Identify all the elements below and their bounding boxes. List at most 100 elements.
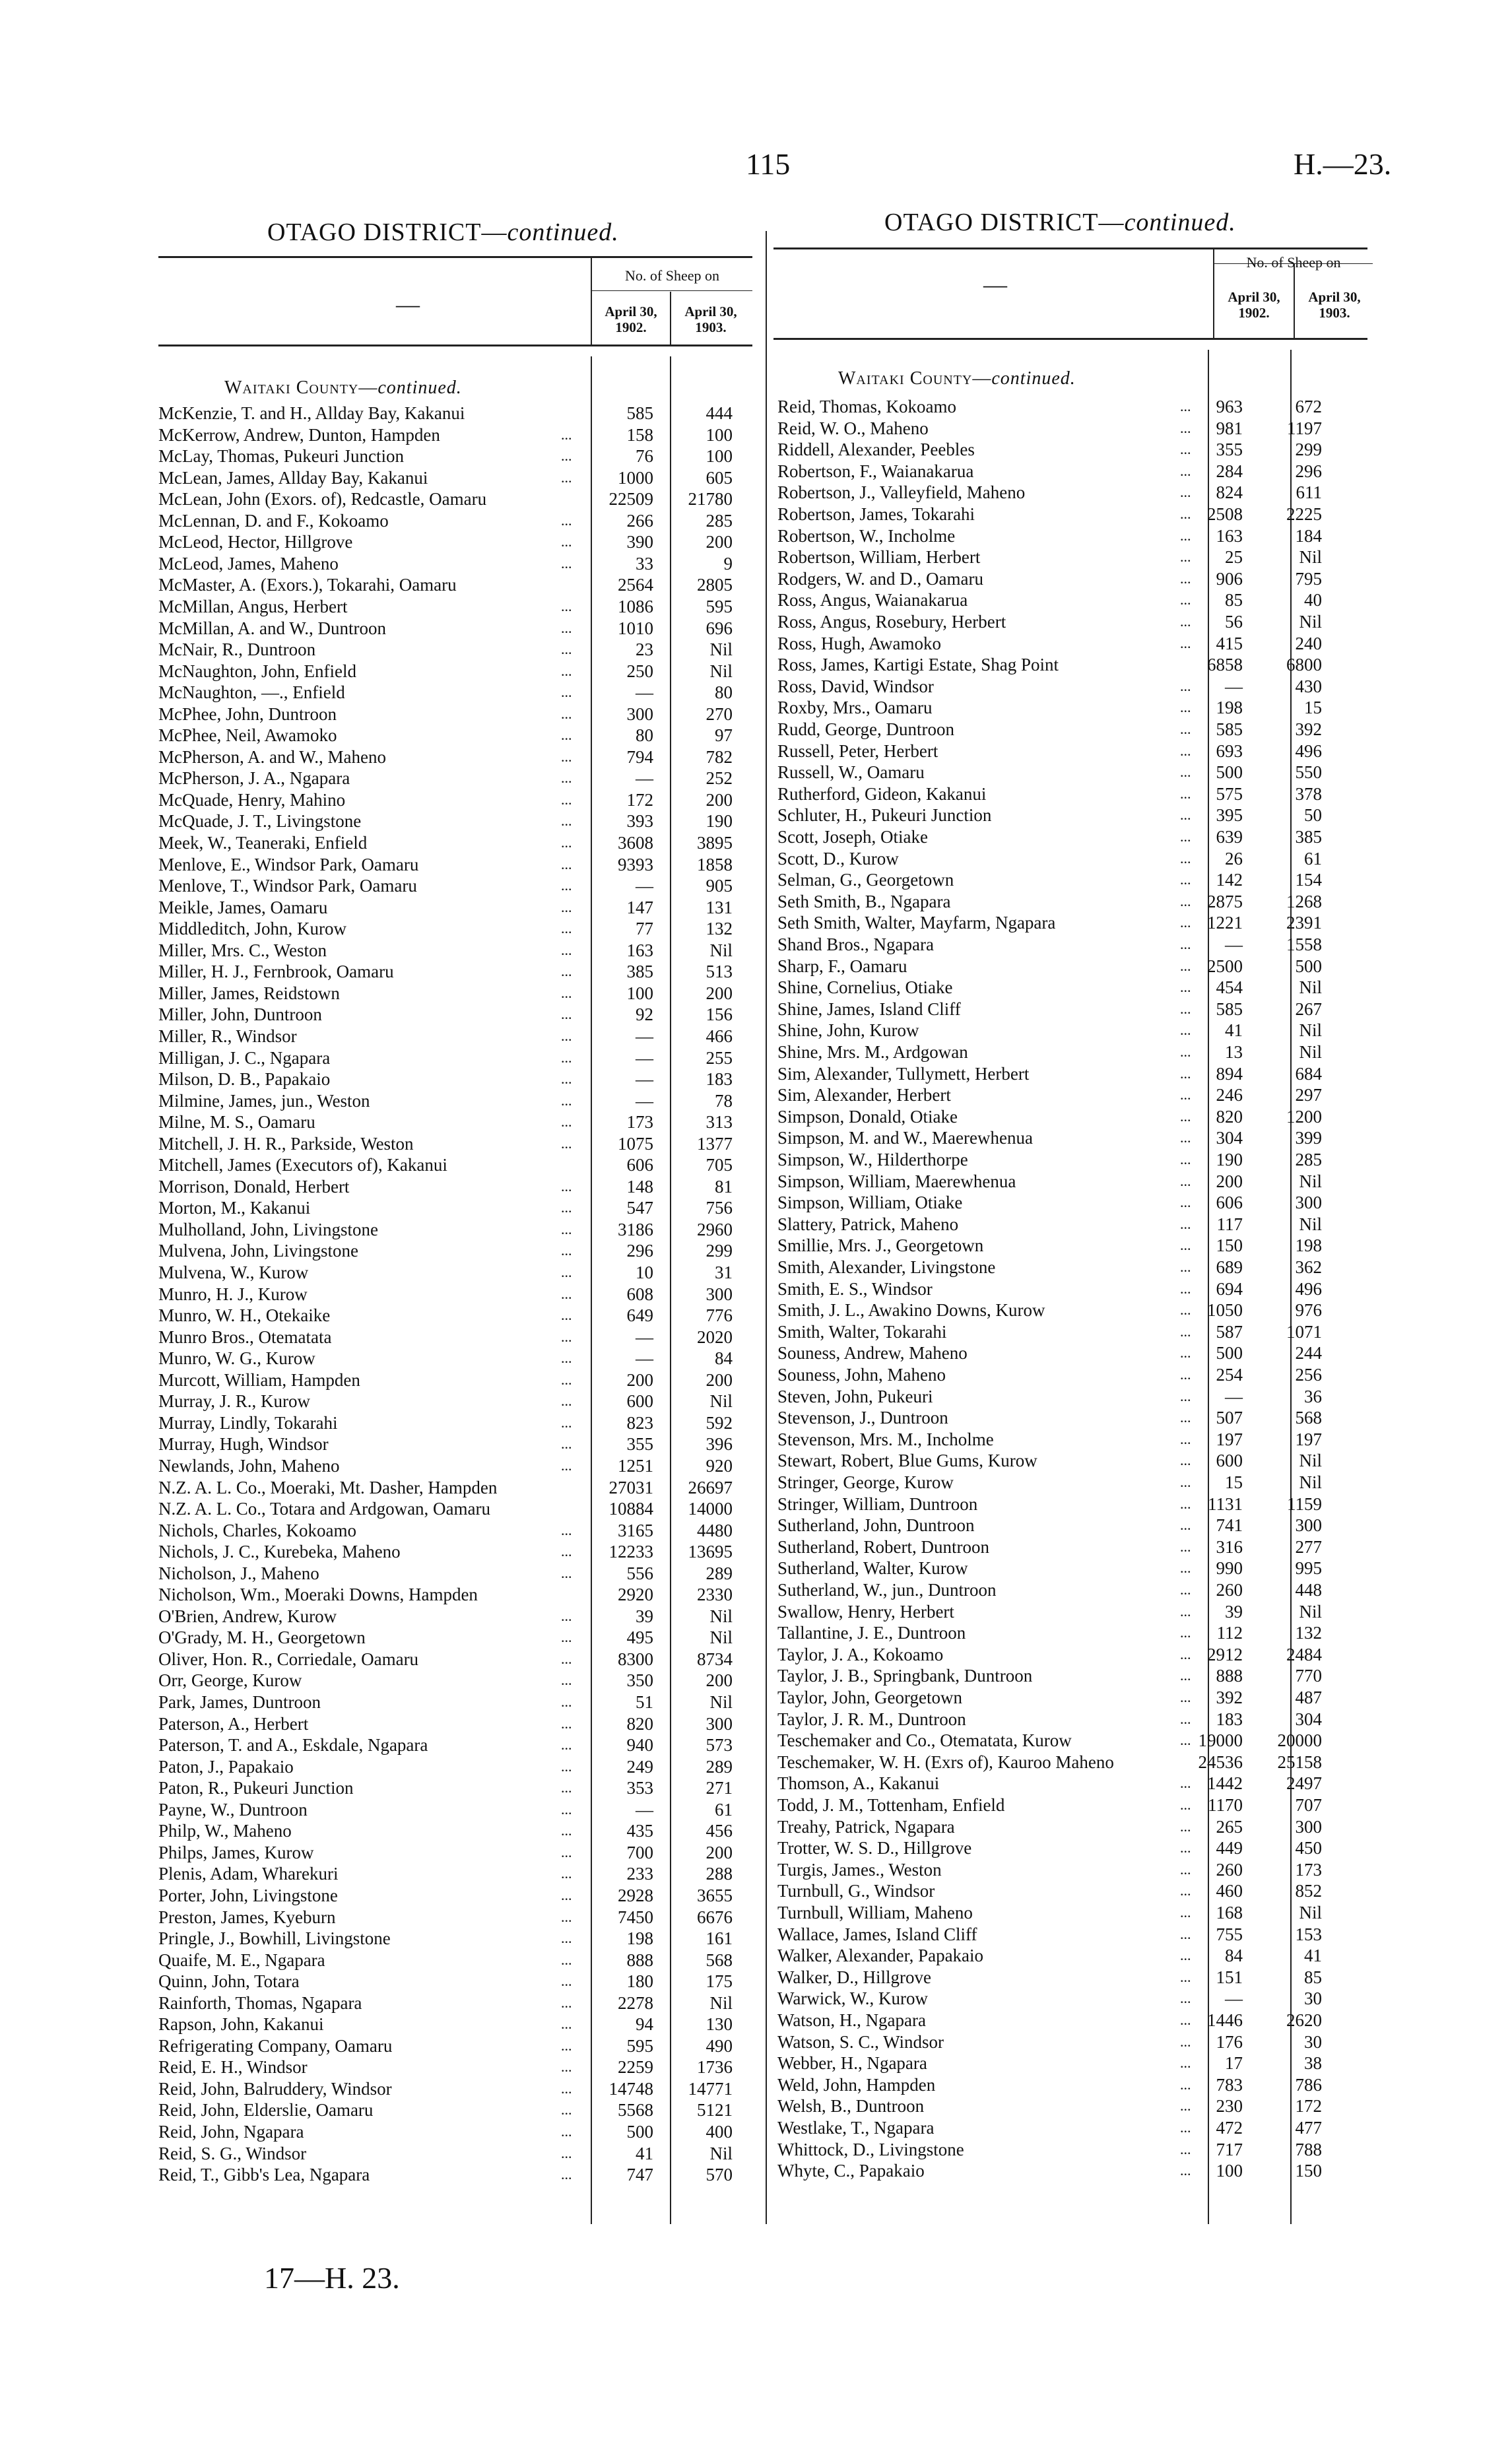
sheep-1902: 820 xyxy=(626,1713,654,1734)
owner-name: Porter, John, Livingstone xyxy=(158,1885,338,1905)
owner-name: Scott, D., Kurow xyxy=(777,848,899,869)
table-row: Murcott, William, Hampden... 200 200 xyxy=(158,1369,752,1391)
sheep-1902: 254 xyxy=(1216,1365,1243,1385)
sheep-1903: 154 xyxy=(1295,870,1323,890)
table-row: Smillie, Mrs. J., Georgetown... 150 198 xyxy=(777,1235,1371,1256)
owner-name: Thomson, A., Kakanui xyxy=(777,1773,940,1794)
header-col-1903: April 30, 1903. xyxy=(684,304,737,335)
sheep-1902: 395 xyxy=(1216,805,1243,826)
sheep-1903: 595 xyxy=(706,596,733,616)
table-row: McNaughton, John, Enfield... 250 Nil xyxy=(158,661,752,682)
owner-name: Taylor, J. B., Springbank, Duntroon xyxy=(777,1666,1033,1686)
sheep-1903: 277 xyxy=(1295,1536,1323,1557)
leader-dots: ... xyxy=(1180,1086,1191,1103)
leader-dots: ... xyxy=(1180,1818,1191,1835)
sheep-1903: 3655 xyxy=(697,1885,733,1905)
header-col-1902: April 30, 1902. xyxy=(1228,289,1280,321)
sheep-1903: 378 xyxy=(1295,783,1323,804)
leader-dots: ... xyxy=(1180,957,1191,974)
table-row: Milson, D. B., Papakaio... — 183 xyxy=(158,1068,752,1090)
owner-name: Nicholson, J., Maheno xyxy=(158,1563,319,1583)
owner-name: Roxby, Mrs., Oamaru xyxy=(777,698,933,718)
sheep-1902: 27031 xyxy=(608,1477,654,1497)
table-row: Park, James, Duntroon... 51 Nil xyxy=(158,1691,752,1713)
table-row: Philp, W., Maheno... 435 456 xyxy=(158,1820,752,1841)
column-rule xyxy=(1290,350,1292,2224)
table-row: McMillan, Angus, Herbert... 1086 595 xyxy=(158,596,752,617)
owner-name: N.Z. A. L. Co., Moeraki, Mt. Dasher, Ham… xyxy=(158,1477,498,1497)
sheep-1903: 300 xyxy=(706,1284,733,1304)
table-row: Turnbull, G., Windsor... 460 852 xyxy=(777,1880,1371,1901)
sheep-1902: — xyxy=(636,1069,653,1090)
sheep-1903: 6676 xyxy=(697,1907,733,1927)
leader-dots: ... xyxy=(1180,1517,1191,1534)
table-row: Mitchell, James (Executors of), Kakanui 6… xyxy=(158,1154,752,1175)
sheep-1902: 1086 xyxy=(618,596,653,616)
sheep-1903: 513 xyxy=(706,962,733,982)
owner-name: Taylor, J. R. M., Duntroon xyxy=(777,1709,966,1729)
sheep-1902: 888 xyxy=(1216,1666,1243,1686)
sheep-1903: Nil xyxy=(709,1992,733,2013)
owner-name: McLeod, James, Maheno xyxy=(158,553,339,574)
sheep-1903: 153 xyxy=(1295,1924,1323,1944)
sheep-1903: 150 xyxy=(1295,2161,1323,2181)
leader-dots: ... xyxy=(561,1951,572,1968)
sheep-1903: 592 xyxy=(706,1412,733,1433)
sheep-1902: 2912 xyxy=(1207,1644,1243,1664)
owner-name: Paton, R., Pukeuri Junction xyxy=(158,1778,354,1798)
sheep-1902: 1221 xyxy=(1207,913,1243,933)
sheep-1902: 1251 xyxy=(618,1455,653,1476)
sheep-1902: 249 xyxy=(626,1756,654,1777)
table-row: Turgis, James., Weston... 260 173 xyxy=(777,1859,1371,1880)
sheep-1903: 285 xyxy=(706,510,733,531)
table-row: Reid, Thomas, Kokoamo... 963 672 xyxy=(777,396,1371,417)
leader-dots: ... xyxy=(561,2037,572,2054)
sheep-1902: 1131 xyxy=(1208,1494,1243,1514)
sheep-1903: 85 xyxy=(1304,1967,1322,1987)
owner-name: Miller, James, Reidstown xyxy=(158,983,340,1003)
table-row: Munro, W. H., Otekaike... 649 776 xyxy=(158,1305,752,1326)
owner-name: Smith, Alexander, Livingstone xyxy=(777,1257,996,1277)
leader-dots: ... xyxy=(1180,1452,1191,1469)
sheep-1903: 385 xyxy=(1295,827,1323,847)
table-row: Nichols, Charles, Kokoamo... 3165 4480 xyxy=(158,1520,752,1541)
sheep-1903: 400 xyxy=(706,2122,733,2142)
table-row: Stewart, Robert, Blue Gums, Kurow... 600 N… xyxy=(777,1450,1371,1471)
table-row: Walker, Alexander, Papakaio... 84 41 xyxy=(777,1945,1371,1966)
owner-name: Payne, W., Duntroon xyxy=(158,1799,308,1820)
owner-name: Warwick, W., Kurow xyxy=(777,1988,929,2009)
sheep-1902: 100 xyxy=(1216,2161,1243,2181)
owner-name: Whittock, D., Livingstone xyxy=(777,2139,964,2159)
sheep-1902: 94 xyxy=(636,2014,653,2035)
leader-dots: ... xyxy=(561,898,572,915)
sheep-1903: Nil xyxy=(1299,1214,1322,1234)
sheep-1903: 5121 xyxy=(697,2100,733,2120)
leader-dots: ... xyxy=(1180,1172,1191,1189)
table-row: Mulholland, John, Livingstone... 3186 2960 xyxy=(158,1219,752,1240)
owner-name: Rapson, John, Kakanui xyxy=(158,2014,324,2035)
sheep-1902: 2508 xyxy=(1207,504,1243,524)
leader-dots: ... xyxy=(561,770,572,787)
table-row: Teschemaker and Co., Otematata, Kurow...… xyxy=(777,1730,1371,1751)
sheep-1902: 415 xyxy=(1216,633,1243,653)
table-row: Morrison, Donald, Herbert... 148 81 xyxy=(158,1176,752,1197)
leader-dots: ... xyxy=(561,1994,572,2011)
sheep-1902: 940 xyxy=(626,1735,654,1756)
table-row: McNaughton, —., Enfield... — 80 xyxy=(158,682,752,703)
leader-dots: ... xyxy=(561,920,572,937)
leader-dots: ... xyxy=(561,2144,572,2161)
sheep-1902: 1170 xyxy=(1208,1795,1243,1815)
leader-dots: ... xyxy=(1180,914,1191,931)
owner-name: Stringer, William, Duntroon xyxy=(777,1494,978,1514)
sheep-1903: 288 xyxy=(706,1864,733,1884)
table-row: Nicholson, J., Maheno... 556 289 xyxy=(158,1563,752,1584)
sheep-1903: 100 xyxy=(706,446,733,467)
leader-dots: ... xyxy=(1180,2119,1191,2136)
sheep-1903: Nil xyxy=(1299,1601,1322,1622)
leader-dots: ... xyxy=(561,812,572,830)
owner-name: Murray, Lindly, Tokarahi xyxy=(158,1412,338,1433)
table-row: Murray, Lindly, Tokarahi... 823 592 xyxy=(158,1412,752,1433)
owner-name: McPhee, John, Duntroon xyxy=(158,704,337,724)
sheep-1903: 30 xyxy=(1304,1988,1322,2009)
owner-name: Steven, John, Pukeuri xyxy=(777,1386,933,1406)
